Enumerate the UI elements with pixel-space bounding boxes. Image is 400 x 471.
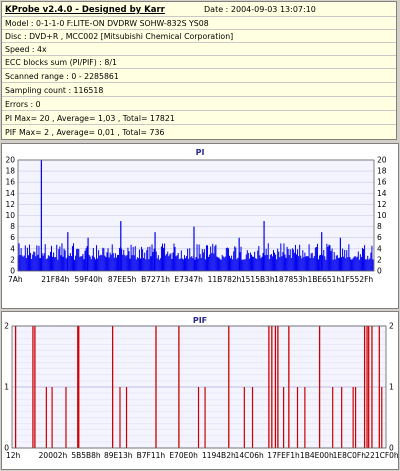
pi-y-tick-right: 18 xyxy=(377,167,387,176)
pi-y-tick-right: 2 xyxy=(377,255,382,264)
pi-x-tick-label: 1BE651h xyxy=(307,275,341,284)
app-title: KProbe v2.4.0 - Designed by Karr xyxy=(5,5,165,15)
pi-y-tick-right: 16 xyxy=(377,178,387,187)
pi-y-tick-left: 2 xyxy=(10,255,15,264)
pif-x-tick-label: 89E13h xyxy=(104,451,133,460)
pi-y-tick-left: 8 xyxy=(10,222,15,231)
pif-y-tick-left: 0 xyxy=(4,444,9,453)
pi-y-tick-left: 18 xyxy=(5,167,15,176)
pif-y-tick-right: 2 xyxy=(389,322,394,331)
pi-x-tick-label: 11B782h xyxy=(208,275,242,284)
pif-plot-frame xyxy=(11,325,387,449)
pi-y-tick-right: 6 xyxy=(377,233,382,242)
pif-x-tick-label: 17FEF1h xyxy=(267,451,300,460)
pi-y-tick-left: 16 xyxy=(5,178,15,187)
pi-y-tick-right: 8 xyxy=(377,222,382,231)
info-line-disc: Disc : DVD+R , MCC002 [Mitsubishi Chemic… xyxy=(5,32,234,41)
pi-y-tick-left: 20 xyxy=(5,156,15,165)
pif-chart-panel: PIF 0 0 1 1 2 2 12h 20002h 5B5B8h 89E13h B7F11h E70… xyxy=(1,311,399,470)
pi-y-tick-left: 6 xyxy=(10,233,15,242)
pi-chart-title: PI xyxy=(195,148,205,157)
info-line-ecc: ECC blocks sum (PI/PIF) : 8/1 xyxy=(5,58,117,67)
info-divider xyxy=(2,68,396,69)
info-divider xyxy=(2,16,396,17)
pif-x-tick-label: 20002h xyxy=(39,451,68,460)
pi-x-tick-label: 1F552Fh xyxy=(341,275,374,284)
pi-y-tick-right: 12 xyxy=(377,200,387,209)
pif-x-tick-label: 5B5B8h xyxy=(71,451,101,460)
pi-x-tick-label: E7347h xyxy=(174,275,203,284)
pi-x-tick-label: 7Ah xyxy=(8,275,23,284)
info-line-errors: Errors : 0 xyxy=(5,100,41,109)
pi-plot-frame xyxy=(17,159,375,272)
pi-y-tick-right: 10 xyxy=(377,211,387,220)
pi-chart: 0 0 2 2 4 4 6 6 8 8 10 10 12 12 14 14 16 16 18 18 20 20 7Ah 21F… xyxy=(5,156,387,285)
pi-y-tick-right: 0 xyxy=(377,267,382,276)
pif-x-tick-label: 221CF0h xyxy=(365,451,398,460)
info-divider xyxy=(2,55,396,56)
pif-chart-title: PIF xyxy=(192,316,208,325)
pi-y-tick-left: 14 xyxy=(5,189,15,198)
pi-y-tick-right: 14 xyxy=(377,189,387,198)
pi-y-tick-right: 4 xyxy=(377,244,382,253)
info-divider xyxy=(2,96,396,97)
pi-y-tick-left: 10 xyxy=(5,211,15,220)
pif-y-tick-right: 0 xyxy=(389,444,394,453)
pif-y-tick-left: 1 xyxy=(4,383,9,392)
info-divider xyxy=(2,124,396,125)
pi-y-tick-left: 0 xyxy=(10,267,15,276)
info-line-model: Model : 0-1-1-0 F:LITE-ON DVDRW SOHW-832… xyxy=(5,19,209,28)
pif-x-tick-label: 1B4E00h xyxy=(300,451,334,460)
info-line-range: Scanned range : 0 - 2285861 xyxy=(5,72,119,81)
pi-x-tick-label: 21F84h xyxy=(41,275,69,284)
pi-y-tick-left: 12 xyxy=(5,200,15,209)
info-line-pif: PIF Max= 2 , Average= 0,01 , Total= 736 xyxy=(5,128,165,137)
pif-x-tick-label: 14C06h xyxy=(235,451,264,460)
info-divider xyxy=(2,110,396,111)
pi-x-tick-label: 59F40h xyxy=(75,275,103,284)
pif-y-tick-left: 2 xyxy=(4,322,9,331)
pif-x-tick-label: 12h xyxy=(6,451,21,460)
pi-y-tick-right: 20 xyxy=(377,156,387,165)
info-divider xyxy=(2,42,396,43)
pi-x-tick-label: B7271h xyxy=(141,275,170,284)
pi-y-tick-left: 4 xyxy=(10,244,15,253)
info-panel: KProbe v2.4.0 - Designed by Karr Date : … xyxy=(1,1,397,140)
pif-x-tick-label: 1194B2h xyxy=(202,451,236,460)
pif-x-tick-label: 1E8C0Fh xyxy=(333,451,367,460)
pif-y-tick-right: 1 xyxy=(389,383,394,392)
info-line-pi: PI Max= 20 , Average= 1,03 , Total= 1782… xyxy=(5,114,175,123)
info-divider xyxy=(2,82,396,83)
info-divider xyxy=(2,29,396,30)
info-line-sampling: Sampling count : 116518 xyxy=(5,86,104,95)
pi-x-tick-label: 87EE5h xyxy=(108,275,137,284)
pi-x-tick-label: 1515B3h xyxy=(241,275,275,284)
info-line-speed: Speed : 4x xyxy=(5,45,47,54)
pif-chart: 0 0 1 1 2 2 12h 20002h 5B5B8h 89E13h B7F11h E70E0h 1… xyxy=(4,322,399,461)
pif-x-tick-label: E70E0h xyxy=(169,451,198,460)
pif-x-tick-label: B7F11h xyxy=(137,451,166,460)
pi-x-tick-label: 187853h xyxy=(274,275,308,284)
scan-date: Date : 2004-09-03 13:07:10 xyxy=(204,5,316,14)
pi-chart-panel: PI 0 0 2 2 4 4 6 6 8 8 10 10 12 12 14 14 16 16 18 18 20 20 7Ah… xyxy=(1,143,399,309)
